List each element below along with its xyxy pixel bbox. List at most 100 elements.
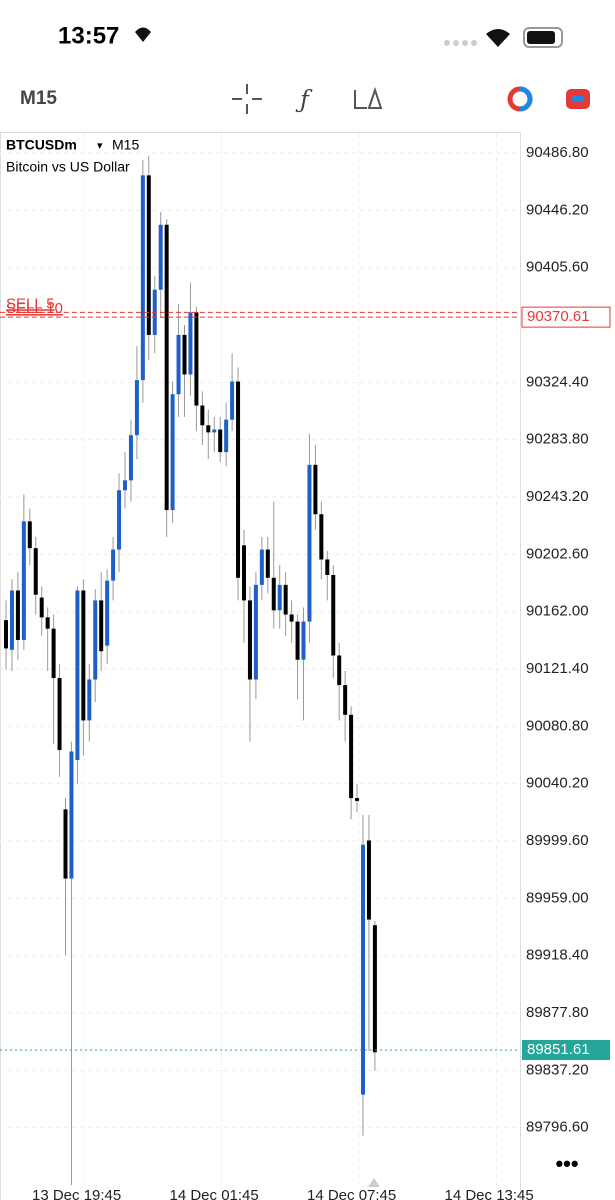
candle-body: [355, 798, 360, 801]
heart-icon: [135, 27, 151, 42]
y-tick-label: 89796.60: [526, 1119, 589, 1136]
candle-body: [236, 381, 241, 578]
candle-body: [319, 514, 324, 560]
y-tick-label: 90486.80: [526, 144, 589, 161]
candle-body: [277, 584, 282, 611]
candle-body: [366, 840, 371, 920]
candle-body: [105, 580, 110, 646]
y-tick-label: 90446.20: [526, 201, 589, 218]
candle-body: [295, 621, 300, 660]
x-tick-label: 13 Dec 19:45: [32, 1187, 121, 1200]
y-tick-label: 90405.60: [526, 259, 589, 276]
candle-body: [63, 809, 68, 879]
plot: [0, 133, 520, 1185]
y-tick-label: 90283.80: [526, 431, 589, 448]
candle-body: [200, 405, 205, 426]
x-tick-label: 14 Dec 07:45: [307, 1187, 396, 1200]
order-price-label: 90370.61: [527, 308, 590, 325]
y-tick-label: 90121.40: [526, 660, 589, 677]
candle-body: [128, 435, 133, 481]
candle-body: [253, 584, 258, 680]
crosshair-button[interactable]: [232, 84, 262, 114]
chart-timeframe: M15: [112, 137, 139, 153]
signal-icon: [444, 40, 477, 46]
candle-body: [206, 425, 211, 433]
candle-body: [230, 381, 235, 420]
candle-body: [349, 714, 354, 799]
order-price-box: [521, 306, 611, 328]
candle-body: [307, 464, 312, 622]
y-tick-label: 89918.40: [526, 947, 589, 964]
candle-body: [331, 574, 336, 656]
candle-body: [57, 678, 62, 751]
candle-body: [93, 600, 98, 680]
candle-body: [212, 429, 217, 433]
candle-body: [170, 394, 175, 511]
y-tick-label: 89877.80: [526, 1004, 589, 1021]
candle-body: [51, 628, 56, 679]
candle-body: [111, 549, 116, 581]
candle-body: [188, 312, 193, 375]
more-button[interactable]: •••: [555, 1151, 578, 1176]
timeframe-button[interactable]: M15: [20, 88, 57, 109]
candle-body: [224, 419, 229, 453]
status-time: 13:57: [58, 22, 119, 49]
candle-body: [146, 175, 151, 335]
y-tick-label: 89837.20: [526, 1061, 589, 1078]
candle-body: [75, 590, 80, 760]
price-label: 89851.61: [527, 1041, 590, 1058]
candle-body: [87, 679, 92, 721]
candle-body: [182, 334, 187, 375]
candle-body: [140, 175, 145, 381]
account-icon: [572, 96, 584, 102]
battery-level: [527, 31, 555, 44]
candle-body: [4, 620, 8, 649]
description: Bitcoin vs US Dollar: [6, 159, 130, 175]
candle-body: [265, 549, 270, 578]
candle-body: [242, 545, 246, 601]
x-tick-label: 14 Dec 01:45: [170, 1187, 259, 1200]
candle-body: [164, 224, 169, 511]
y-tick-label: 90243.20: [526, 488, 589, 505]
candle-body: [134, 380, 139, 436]
candle-body: [372, 925, 377, 1053]
candle-body: [45, 617, 50, 629]
candle-body: [325, 559, 330, 575]
objects-button[interactable]: [354, 86, 383, 109]
price-box: [522, 1039, 610, 1060]
dropdown-arrow[interactable]: ▾: [97, 140, 103, 152]
candle-body: [337, 655, 342, 686]
y-tick-label: 90040.20: [526, 775, 589, 792]
order-label: SELL 5: [6, 295, 55, 312]
candle-body: [33, 548, 38, 595]
candle-body: [259, 549, 264, 585]
candle-body: [27, 521, 32, 549]
candle-body: [271, 577, 276, 611]
candle-body: [15, 590, 20, 640]
candle-body: [361, 844, 365, 1095]
symbol: BTCUSDm: [6, 137, 77, 153]
wifi-icon: [486, 29, 510, 47]
candle-body: [21, 521, 26, 640]
candle-body: [313, 464, 318, 515]
y-tick-label: 90324.40: [526, 373, 589, 390]
x-tick-label: 14 Dec 13:45: [445, 1187, 534, 1200]
indicators-button[interactable]: ƒ: [295, 86, 313, 114]
candle-body: [39, 597, 44, 618]
candle-body: [218, 429, 223, 453]
candle-body: [301, 621, 306, 660]
candle-body: [283, 584, 288, 615]
y-tick-label: 89999.60: [526, 832, 589, 849]
candle-body: [194, 312, 199, 406]
candle-body: [123, 480, 127, 491]
trade-button-half: [519, 86, 533, 112]
candle-body: [247, 600, 252, 680]
candle-body: [9, 590, 14, 650]
candle-body: [343, 685, 348, 715]
battery-icon: [523, 27, 563, 48]
candle-body: [69, 751, 74, 879]
y-tick-label: 90162.00: [526, 603, 589, 620]
candle-body: [289, 614, 294, 622]
